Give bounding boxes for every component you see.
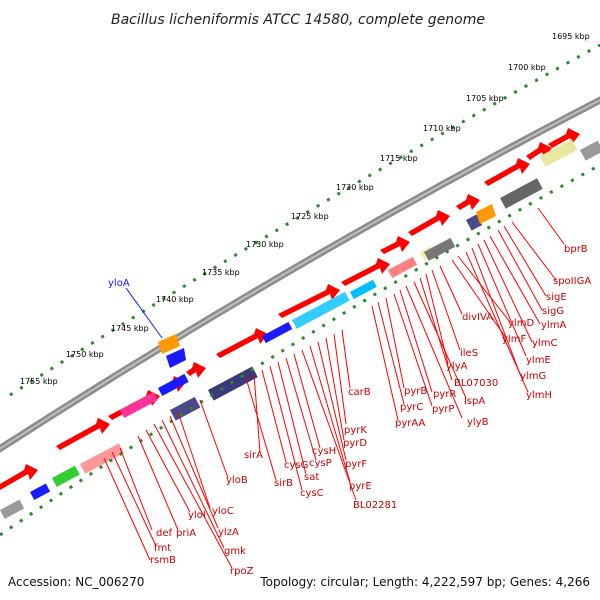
gene-label: sat: [304, 472, 319, 483]
gene-label: ileS: [460, 348, 478, 359]
gene-label: carB: [348, 387, 371, 398]
gene-label: ylmG: [520, 371, 546, 382]
accession-label: Accession: NC_006270: [8, 575, 144, 589]
gene-label: yloI: [188, 510, 206, 521]
gene-label: spoIIGA: [553, 276, 591, 287]
gene-label: yloA: [108, 278, 130, 289]
gene-labels: bprB spoIIGA sigE sigG ylmA ylmC ylmE yl…: [150, 244, 591, 577]
gene-label: sigE: [546, 292, 567, 303]
gene-label: pyrB: [404, 386, 427, 397]
gene-label: pyrE: [349, 481, 372, 492]
gene-label: ylzA: [218, 527, 239, 538]
gene-label: ylyA: [446, 361, 468, 372]
gene-label-yloA: yloA: [108, 278, 163, 339]
gene-label: pyrF: [345, 459, 367, 470]
gene-label: yloC: [212, 506, 234, 517]
tick-label: 1735 kbp: [202, 268, 240, 277]
gene-label: ylmF: [502, 334, 526, 345]
gene-label: bprB: [564, 244, 588, 255]
topology-label: Topology: circular; Length: 4,222,597 bp…: [259, 575, 590, 589]
gene-label: yloB: [226, 475, 248, 486]
gene-label: ylmD: [508, 318, 534, 329]
backbone: [0, 96, 600, 453]
gene-label: cysP: [309, 458, 332, 469]
gene-label: def: [156, 528, 173, 539]
gene-label: divIVA: [462, 312, 493, 323]
tick-label: 1715 kbp: [380, 154, 418, 163]
gene-label: sirB: [274, 478, 293, 489]
gene-label: ylmC: [532, 338, 557, 349]
gene-label: gmk: [224, 546, 246, 557]
label-leaders: [103, 207, 565, 569]
gene-label: pyrR: [433, 389, 456, 400]
gene-label: cysG: [284, 460, 308, 471]
highlight-genes: [158, 204, 496, 368]
gene-label: ylmH: [526, 390, 552, 401]
tick-label: 1745 kbp: [111, 324, 149, 333]
gene-label: pyrK: [344, 425, 367, 436]
gene-label: pyrP: [432, 404, 454, 415]
tick-label: 1750 kbp: [66, 350, 104, 359]
forward-genes: [0, 128, 580, 490]
tick-label: 1755 kbp: [20, 377, 58, 386]
outer-tick-ring: [9, 43, 600, 397]
gene-label: rpoZ: [230, 566, 254, 577]
gene-label: priA: [176, 528, 196, 539]
tick-label: 1730 kbp: [246, 240, 284, 249]
gene-label: sigG: [542, 306, 564, 317]
tick-label: 1725 kbp: [291, 212, 329, 221]
gene-label: pyrAA: [395, 418, 425, 429]
gene-label: BL07030: [454, 378, 498, 389]
tick-label: 1705 kbp: [466, 94, 504, 103]
map-title: Bacillus licheniformis ATCC 14580, compl…: [111, 12, 485, 28]
tick-label: 1700 kbp: [508, 63, 546, 72]
gene-label: ylmE: [526, 355, 551, 366]
gene-label: ylyB: [467, 417, 489, 428]
gene-label: cysC: [300, 488, 324, 499]
gene-label: ylmA: [541, 320, 566, 331]
tick-label: 1740 kbp: [156, 295, 194, 304]
gene-label: sirA: [244, 450, 263, 461]
gene-label: cysH: [312, 446, 336, 457]
tick-label: 1720 kbp: [336, 183, 374, 192]
gene-label: rsmB: [150, 555, 176, 566]
gene-label: BL02281: [353, 500, 397, 511]
tick-label: 1710 kbp: [423, 124, 461, 133]
kbp-ticks: 1695 kbp 1700 kbp 1705 kbp 1710 kbp 1715…: [20, 32, 590, 386]
gene-label: pyrD: [343, 438, 367, 449]
gene-label: fmt: [154, 543, 171, 554]
gene-label: lspA: [464, 396, 485, 407]
gene-label: pyrC: [400, 402, 423, 413]
tick-label: 1695 kbp: [552, 32, 590, 41]
